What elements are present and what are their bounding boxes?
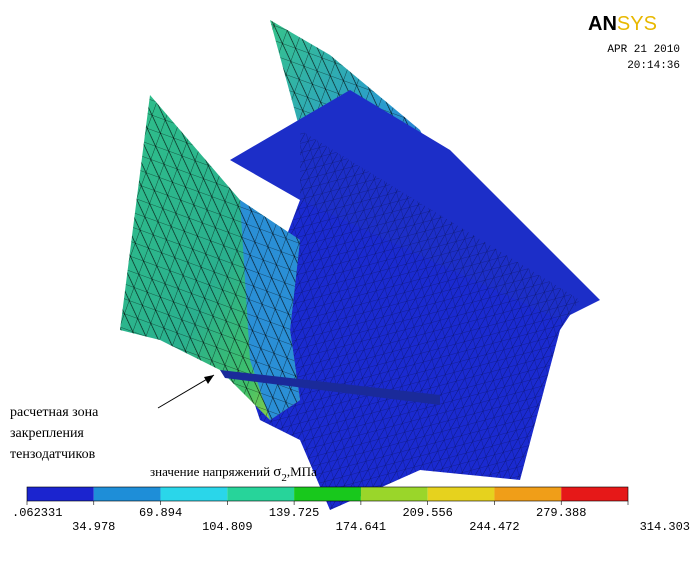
time: 20:14:36 (627, 60, 680, 72)
legend-title-text: значение напряжений (150, 464, 270, 479)
legend-label: 279.388 (536, 506, 586, 520)
legend-label: 244.472 (469, 520, 519, 534)
annotation-line: тензодатчиков (10, 447, 96, 462)
legend-label: 69.894 (139, 506, 182, 520)
legend-label: .062331 (12, 506, 62, 520)
date: APR 21 2010 (607, 44, 680, 56)
arrow (158, 375, 214, 408)
legend-label: 104.809 (202, 520, 252, 534)
legend-label: 209.556 (402, 506, 452, 520)
legend-label: 174.641 (336, 520, 386, 534)
screenshot: ANSYS APR 21 2010 20:14:36 расчетная зон… (0, 0, 694, 562)
model (120, 20, 600, 510)
legend-swatch (561, 487, 628, 501)
legend-swatch (494, 487, 561, 501)
ansys-plot: ANSYS APR 21 2010 20:14:36 расчетная зон… (0, 0, 694, 562)
legend-swatch (94, 487, 161, 501)
arrow-head (204, 375, 214, 384)
logo-part: SYS (617, 13, 657, 35)
logo: ANSYS (588, 13, 657, 35)
legend-label: 34.978 (72, 520, 115, 534)
logo-part: AN (588, 13, 617, 35)
legend-title: значение напряжений σ2,МПа (150, 464, 317, 484)
legend-swatch (161, 487, 228, 501)
annotation: расчетная зона закрепления тензодатчиков (10, 375, 214, 462)
legend-swatch (227, 487, 294, 501)
legend-swatch (361, 487, 428, 501)
annotation-line: расчетная зона (10, 405, 99, 420)
annotation-line: закрепления (10, 426, 84, 441)
legend-label: 139.725 (269, 506, 319, 520)
legend-swatch (428, 487, 495, 501)
legend-symbol: σ (273, 464, 281, 480)
legend-swatch (294, 487, 361, 501)
legend: .062331 34.978 69.894 104.809 139.725 174.641… (12, 487, 690, 534)
legend-label: 314.303 (640, 520, 690, 534)
legend-unit: ,МПа (287, 464, 317, 479)
legend-swatch (27, 487, 94, 501)
